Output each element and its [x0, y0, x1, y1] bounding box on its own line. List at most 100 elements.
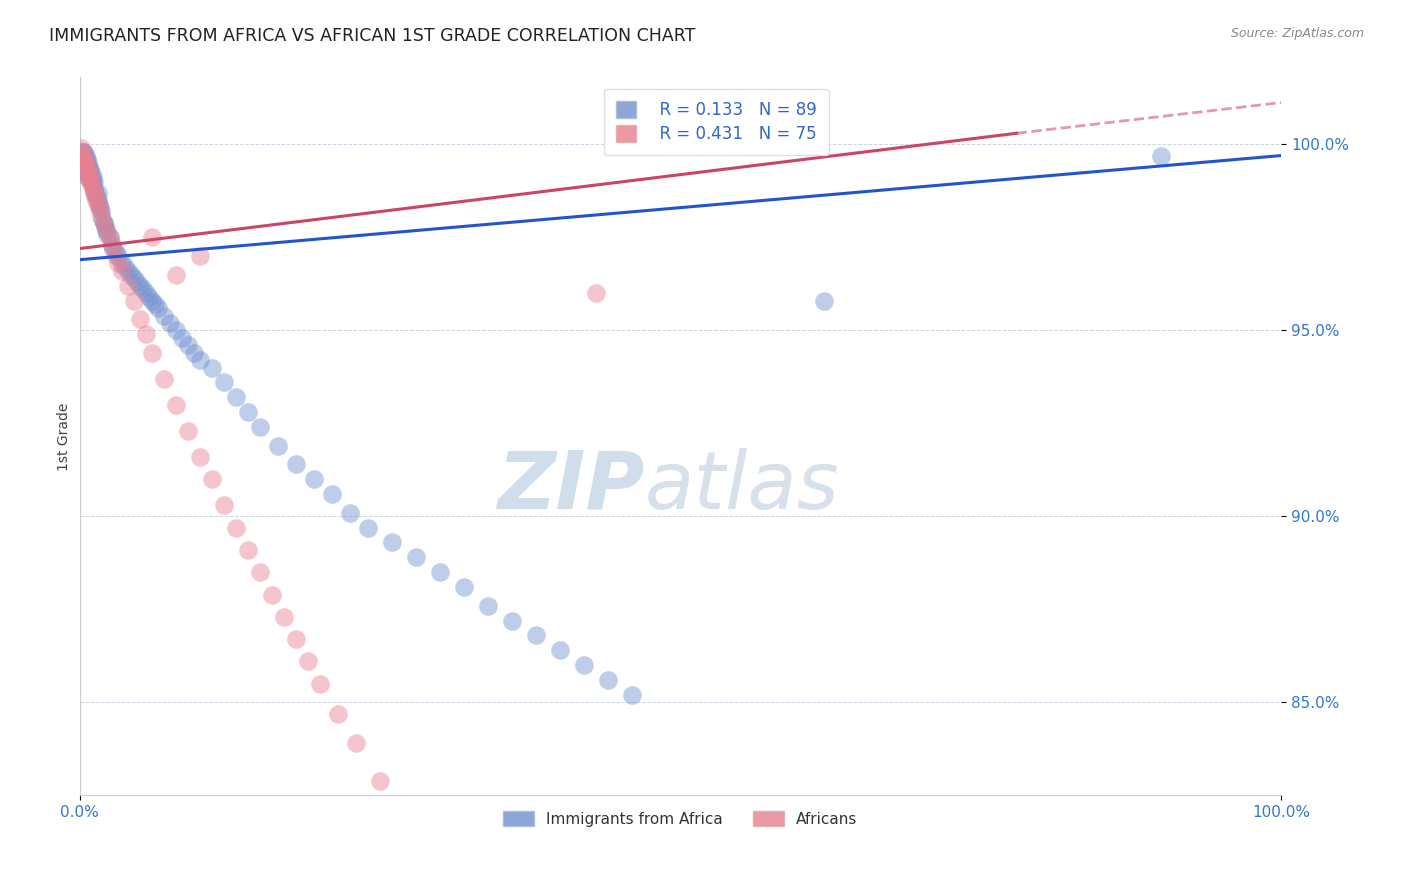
Point: [75, 160, 97, 174]
Y-axis label: 1st Grade: 1st Grade: [58, 402, 72, 471]
Point: [75, 163, 97, 178]
Point: [326, 706, 349, 721]
Point: [405, 550, 427, 565]
Point: [76, 153, 98, 167]
Point: [297, 655, 319, 669]
Point: [110, 256, 132, 270]
Point: [77, 167, 100, 181]
Point: [357, 520, 380, 534]
Text: ZIP: ZIP: [496, 448, 644, 525]
Text: Source: ZipAtlas.com: Source: ZipAtlas.com: [1230, 27, 1364, 40]
Point: [70, 148, 93, 162]
Point: [453, 580, 475, 594]
Point: [93, 219, 115, 234]
Point: [176, 424, 198, 438]
Point: [98, 230, 121, 244]
Point: [141, 230, 163, 244]
Point: [90, 208, 112, 222]
Point: [477, 599, 499, 613]
Point: [501, 614, 523, 628]
Point: [159, 316, 181, 330]
Point: [76, 160, 98, 174]
Point: [170, 331, 193, 345]
Point: [120, 268, 142, 282]
Point: [69, 141, 91, 155]
Point: [440, 885, 463, 892]
Point: [73, 153, 96, 167]
Point: [77, 167, 100, 181]
Point: [302, 472, 325, 486]
Point: [72, 148, 94, 162]
Point: [585, 286, 607, 301]
Point: [83, 182, 105, 196]
Point: [79, 170, 101, 185]
Point: [80, 175, 103, 189]
Point: [77, 156, 100, 170]
Point: [79, 175, 101, 189]
Point: [201, 360, 224, 375]
Point: [236, 542, 259, 557]
Point: [188, 249, 211, 263]
Point: [84, 189, 107, 203]
Point: [249, 565, 271, 579]
Point: [201, 472, 224, 486]
Point: [152, 309, 174, 323]
Point: [79, 170, 101, 185]
Point: [75, 156, 97, 170]
Point: [344, 736, 367, 750]
Point: [83, 175, 105, 189]
Point: [70, 145, 93, 159]
Point: [141, 345, 163, 359]
Point: [86, 193, 108, 207]
Point: [77, 163, 100, 178]
Point: [284, 632, 307, 647]
Point: [260, 587, 283, 601]
Point: [72, 145, 94, 159]
Point: [143, 297, 166, 311]
Point: [135, 327, 157, 342]
Point: [101, 242, 124, 256]
Point: [122, 271, 145, 285]
Point: [86, 186, 108, 200]
Point: [72, 153, 94, 167]
Point: [94, 223, 117, 237]
Point: [176, 338, 198, 352]
Point: [72, 156, 94, 170]
Point: [86, 193, 108, 207]
Point: [70, 153, 93, 167]
Point: [114, 260, 136, 275]
Point: [93, 215, 115, 229]
Point: [273, 610, 295, 624]
Point: [117, 278, 139, 293]
Point: [94, 223, 117, 237]
Point: [98, 230, 121, 244]
Point: [110, 264, 132, 278]
Point: [83, 186, 105, 200]
Point: [82, 170, 104, 185]
Point: [89, 201, 111, 215]
Point: [138, 290, 160, 304]
Point: [132, 283, 155, 297]
Point: [165, 323, 187, 337]
Point: [79, 163, 101, 178]
Text: IMMIGRANTS FROM AFRICA VS AFRICAN 1ST GRADE CORRELATION CHART: IMMIGRANTS FROM AFRICA VS AFRICAN 1ST GR…: [49, 27, 696, 45]
Point: [128, 278, 150, 293]
Point: [77, 170, 100, 185]
Point: [416, 847, 439, 862]
Point: [249, 420, 271, 434]
Point: [73, 153, 96, 167]
Point: [75, 148, 97, 162]
Point: [127, 275, 149, 289]
Point: [107, 256, 129, 270]
Point: [69, 145, 91, 159]
Point: [96, 227, 118, 241]
Legend: Immigrants from Africa, Africans: Immigrants from Africa, Africans: [495, 803, 865, 834]
Point: [104, 245, 127, 260]
Point: [73, 156, 96, 170]
Point: [128, 312, 150, 326]
Point: [80, 178, 103, 193]
Point: [135, 286, 157, 301]
Point: [101, 237, 124, 252]
Point: [368, 773, 391, 788]
Point: [212, 376, 235, 390]
